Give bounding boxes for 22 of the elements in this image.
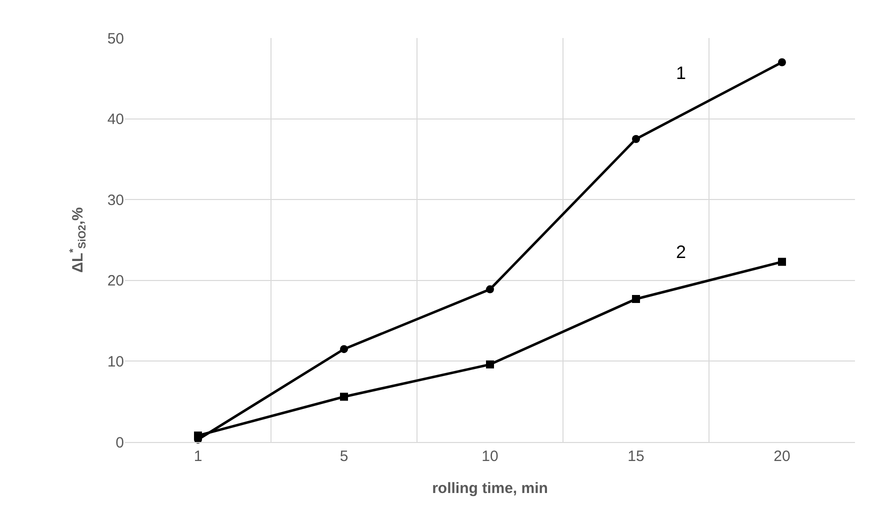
point [632, 135, 640, 143]
x-tick-label: 10 [482, 448, 498, 465]
point [486, 360, 494, 368]
y-tick-label: 10 [107, 353, 124, 370]
series-label: 1 [676, 63, 686, 83]
x-tick-label: 20 [774, 448, 790, 465]
point [340, 392, 348, 401]
x-tick-label: 1 [194, 448, 202, 465]
y-tick-label: 30 [107, 192, 124, 209]
series-label: 2 [676, 242, 686, 262]
y-tick-label: 40 [107, 111, 124, 128]
point [778, 58, 786, 66]
point [778, 258, 786, 266]
point [486, 285, 494, 294]
point [340, 345, 348, 354]
x-axis-title: rolling time, min [432, 480, 548, 497]
x-tick-label: 15 [628, 448, 644, 465]
x-tick-label: 5 [340, 448, 348, 465]
y-tick-label: 20 [107, 272, 124, 290]
point [632, 294, 640, 303]
y-tick-label: 50 [107, 30, 124, 48]
y-tick-label: 0 [116, 434, 124, 452]
